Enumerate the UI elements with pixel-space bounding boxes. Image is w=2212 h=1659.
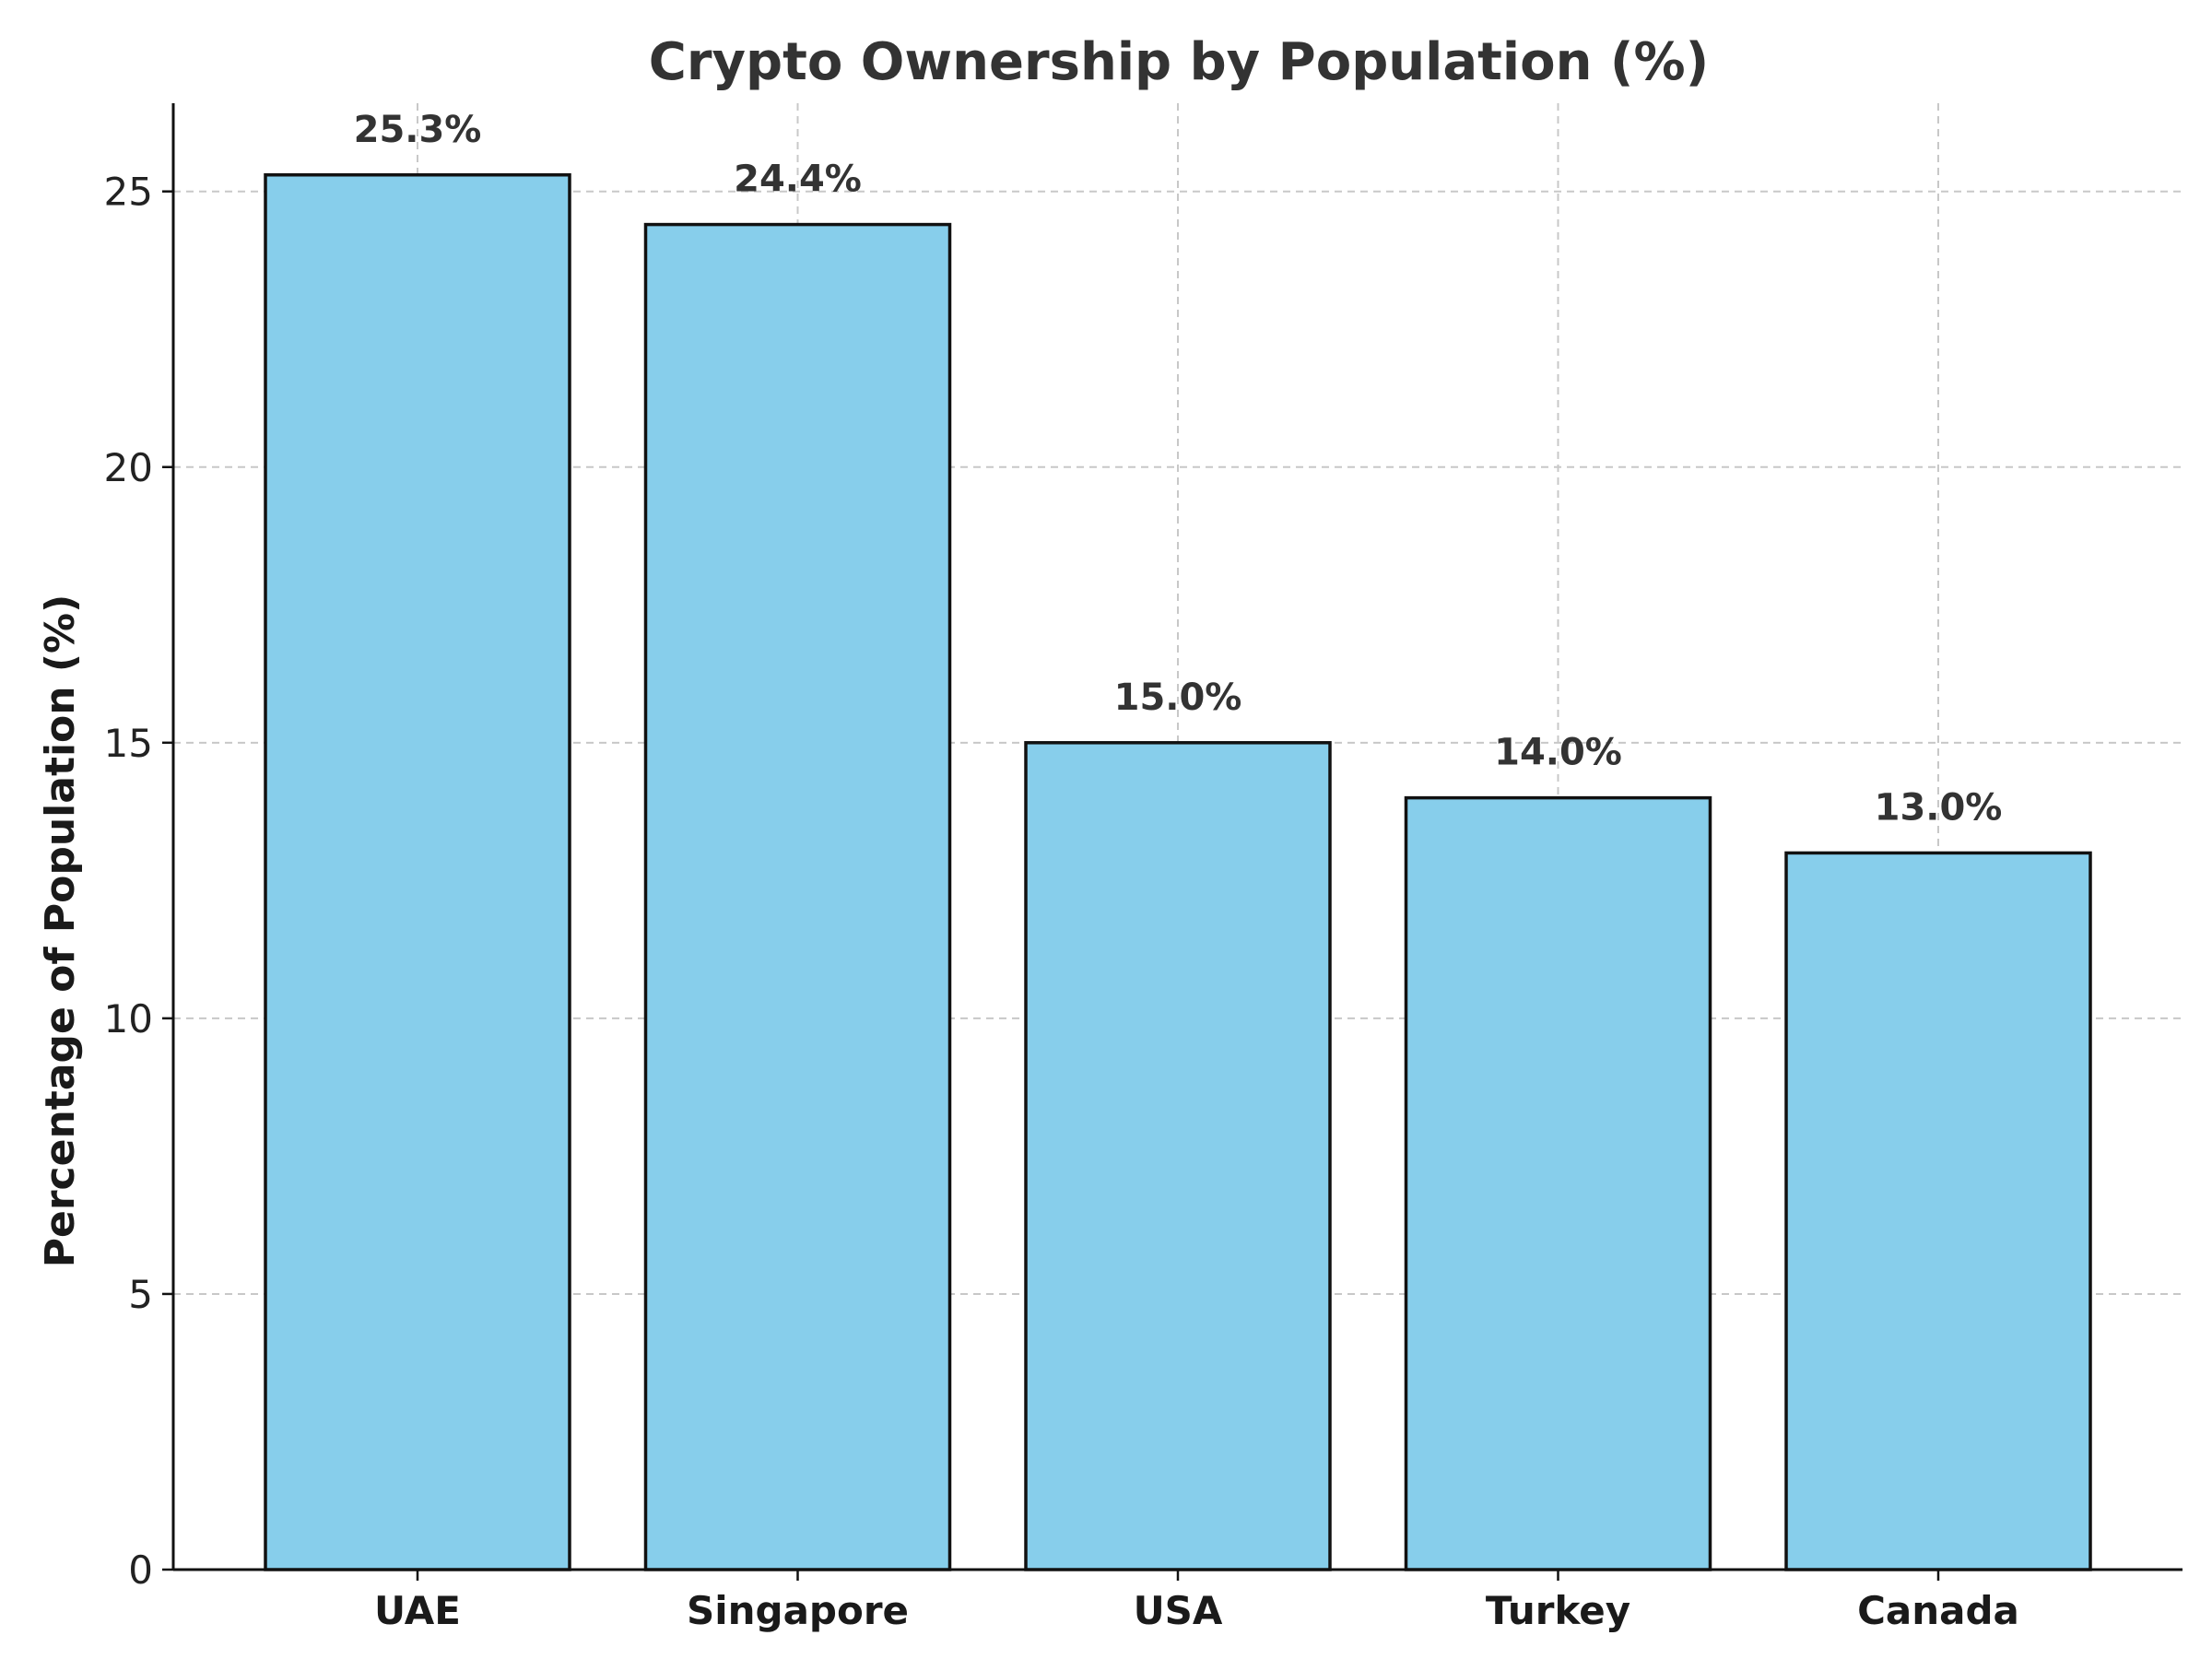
value-label-canada: 13.0% xyxy=(1875,786,2003,829)
bar-uae xyxy=(264,173,571,1571)
value-label-uae: 25.3% xyxy=(354,109,482,151)
bar-usa xyxy=(1024,741,1332,1571)
bar-canada xyxy=(1784,851,2092,1571)
bars-layer xyxy=(264,173,2092,1571)
bar-singapore xyxy=(643,222,952,1571)
labels-layer: 25.3% 24.4% 15.0% 14.0% 13.0% 0 5 10 15 20 25 UAE Si… xyxy=(104,109,2019,1633)
x-tick-label-canada: Canada xyxy=(1857,1588,2019,1633)
y-axis-label: Percentage of Population (%) xyxy=(37,594,84,1267)
axes-layer xyxy=(162,103,2183,1581)
bar-turkey xyxy=(1404,795,1712,1571)
x-tick-label-usa: USA xyxy=(1134,1588,1223,1633)
y-tick-label: 10 xyxy=(104,996,153,1041)
x-tick-label-uae: UAE xyxy=(374,1588,461,1633)
chart-title: Crypto Ownership by Population (%) xyxy=(649,32,1709,92)
value-label-singapore: 24.4% xyxy=(734,159,862,201)
value-label-usa: 15.0% xyxy=(1114,677,1242,719)
y-tick-label: 5 xyxy=(128,1272,153,1317)
x-tick-label-turkey: Turkey xyxy=(1486,1588,1630,1633)
value-label-turkey: 14.0% xyxy=(1494,732,1622,774)
x-tick-label-singapore: Singapore xyxy=(687,1588,909,1633)
y-tick-label: 25 xyxy=(104,170,153,215)
y-tick-label: 0 xyxy=(128,1547,153,1593)
y-tick-label: 15 xyxy=(104,721,153,766)
y-tick-label: 20 xyxy=(104,445,153,490)
